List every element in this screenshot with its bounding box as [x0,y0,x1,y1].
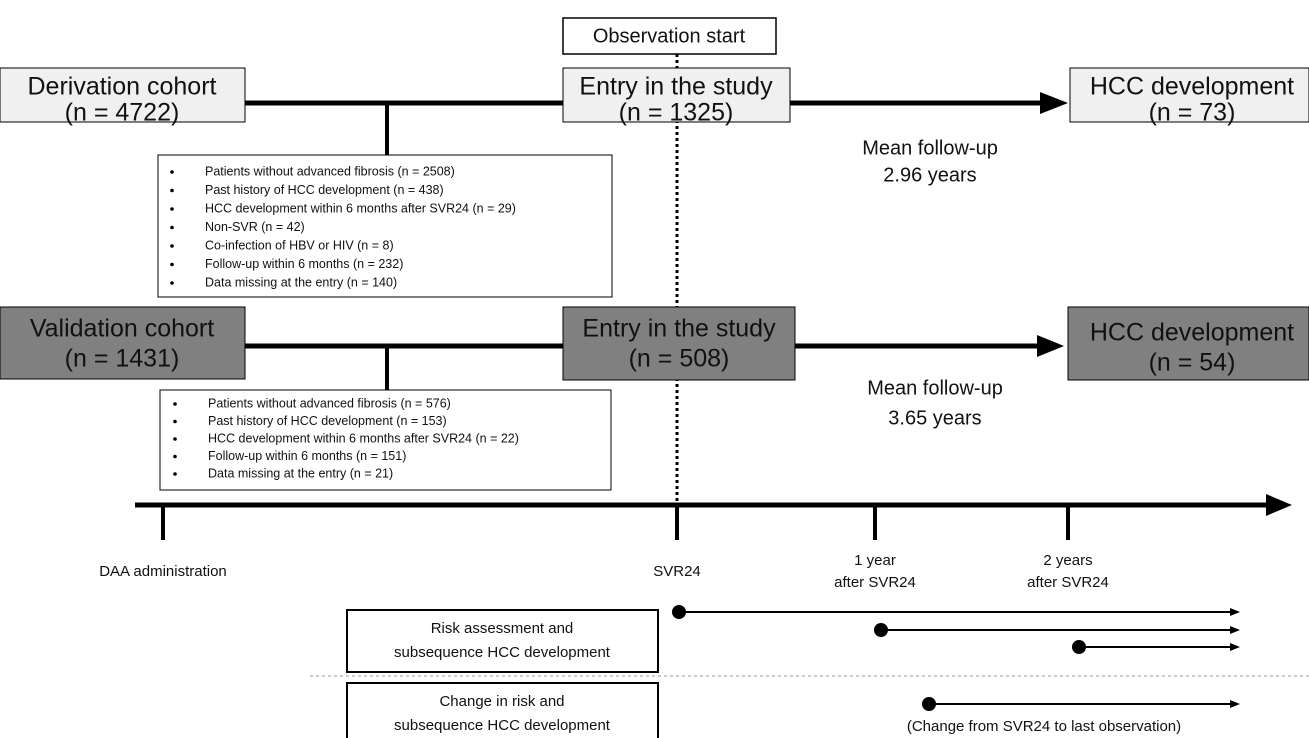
dot [874,623,888,637]
box [562,67,791,123]
time-label: SVR24 [653,563,701,580]
label: (n = 4722) [65,99,180,127]
box [562,17,777,55]
dot [672,605,686,619]
exclusion-item: Patients without advanced fibrosis (n = … [205,164,455,178]
label: (n = 1431) [65,345,180,373]
bullet [170,281,174,285]
label: (n = 1325) [619,99,734,127]
box [0,306,246,380]
bullet [173,472,177,476]
exclusion-item: Data missing at the entry (n = 140) [205,275,397,289]
exclusion-item: Past history of HCC development (n = 438… [205,183,444,197]
label: Entry in the study [579,73,773,101]
label: Risk assessment and [431,620,574,637]
exclusion-item: Non-SVR (n = 42) [205,220,305,234]
label: Mean follow-up [867,377,1003,399]
arrowhead [1230,608,1240,616]
label: Validation cohort [30,315,214,343]
arrowhead [1230,643,1240,651]
period-arrows [672,605,1240,711]
label: Change in risk and [439,693,564,710]
exclusion-box [159,389,612,491]
arrowhead [1230,700,1240,708]
label: HCC development [1090,73,1294,101]
arrowhead [1230,626,1240,634]
bullet [170,262,174,267]
box [0,67,246,123]
bullet [173,419,177,424]
exclusion-item: HCC development within 6 months after SV… [205,201,516,215]
bullet [170,170,174,174]
exclusion-item: Co-infection of HBV or HIV (n = 8) [205,238,394,252]
bullet [173,437,177,441]
exclusion-box [157,154,613,298]
box [346,609,659,673]
bullet [170,188,174,193]
time-label: 2 years [1043,552,1092,569]
exclusion-item: Follow-up within 6 months (n = 232) [205,257,403,271]
dot [1072,640,1086,654]
exclusion-item: Past history of HCC development (n = 153… [208,414,447,428]
bullet [170,225,174,230]
bullet [170,207,174,211]
arrowhead [1266,494,1292,516]
box [562,306,796,381]
time-label: after SVR24 [834,574,916,591]
label: Observation start [593,25,746,47]
label: Entry in the study [582,315,776,343]
exclusion-item: Patients without advanced fibrosis (n = … [208,396,451,410]
time-label: DAA administration [99,563,227,580]
label: HCC development [1090,319,1294,347]
bullet [173,402,177,406]
label: (n = 508) [629,345,730,373]
label: Derivation cohort [28,73,217,101]
label: (n = 54) [1149,349,1236,377]
label: 2.96 years [883,164,976,186]
exclusion-item: HCC development within 6 months after SV… [208,431,519,445]
exclusion-item: Data missing at the entry (n = 21) [208,466,393,480]
box [1069,67,1309,123]
box [346,682,659,738]
exclusion-item: Follow-up within 6 months (n = 151) [208,449,406,463]
label: Mean follow-up [862,137,998,159]
dot [922,697,936,711]
label: (n = 73) [1149,99,1236,127]
time-label: after SVR24 [1027,574,1109,591]
label: subsequence HCC development [394,644,611,661]
box [1067,306,1309,381]
label: 3.65 years [888,407,981,429]
label: subsequence HCC development [394,717,611,734]
bullet [173,454,177,459]
bullet [170,244,174,248]
time-label: 1 year [854,552,896,569]
note: (Change from SVR24 to last observation) [907,718,1181,735]
arrowhead [1037,335,1064,357]
arrowhead [1040,92,1068,114]
